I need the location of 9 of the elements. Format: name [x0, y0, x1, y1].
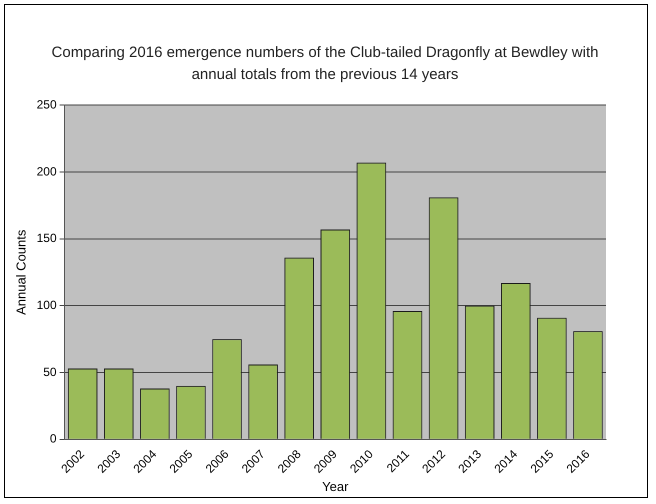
x-axis-title: Year [322, 478, 350, 494]
y-tick-label: 100 [36, 298, 57, 312]
y-tick-label: 200 [36, 164, 57, 178]
y-tick-label: 150 [36, 231, 57, 246]
y-tick-label: 0 [50, 432, 57, 446]
y-tick-label: 50 [43, 364, 57, 379]
y-axis-title: Annual Counts [13, 229, 28, 315]
chart-title: Comparing 2016 emergence numbers of the Club-tailed Dragonfly at Bewdley with annual totals from the previous 14 years [50, 43, 600, 85]
y-tick-label: 250 [36, 98, 57, 112]
